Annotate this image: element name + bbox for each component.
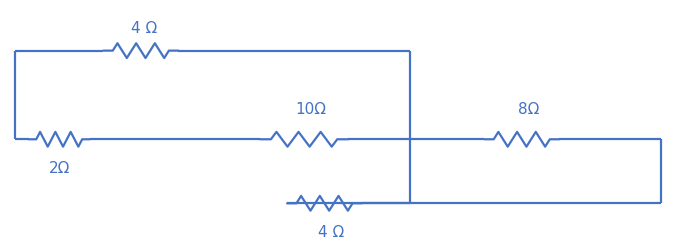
Text: 2Ω: 2Ω [48,161,70,176]
Text: 4 Ω: 4 Ω [131,21,157,36]
Text: 8Ω: 8Ω [518,102,540,117]
Text: 10Ω: 10Ω [295,102,326,117]
Text: 4 Ω: 4 Ω [318,225,344,240]
